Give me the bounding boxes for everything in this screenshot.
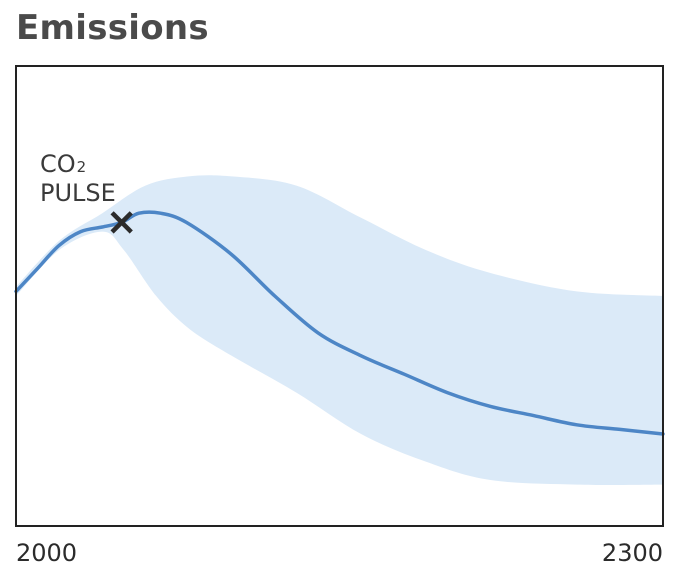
plot-frame xyxy=(15,65,664,527)
chart-title: Emissions xyxy=(16,8,209,48)
x-tick-label-end: 2300 xyxy=(602,539,663,567)
x-tick-label-start: 2000 xyxy=(16,539,77,567)
co2-pulse-marker xyxy=(110,211,133,234)
emissions-line xyxy=(14,210,665,436)
co2-label-main: CO xyxy=(40,150,76,178)
co2-label-subscript: 2 xyxy=(77,158,87,176)
uncertainty-band xyxy=(16,175,663,485)
pulse-label: PULSE xyxy=(40,179,116,207)
marker-stroke-2 xyxy=(110,211,133,234)
co2-label: CO2 xyxy=(40,150,86,178)
